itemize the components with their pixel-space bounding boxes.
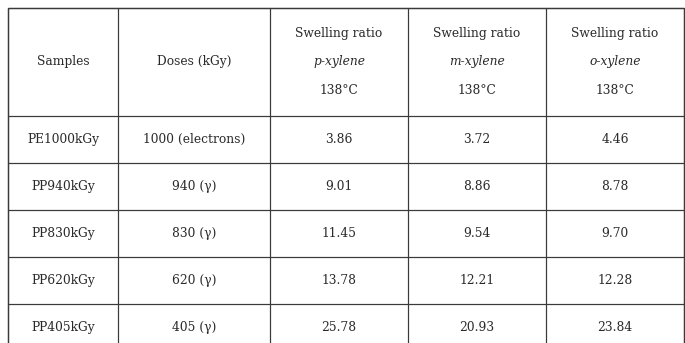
Text: PP940kGy: PP940kGy xyxy=(31,180,95,193)
Text: 13.78: 13.78 xyxy=(321,274,356,287)
Bar xyxy=(270,257,408,304)
Bar xyxy=(408,210,546,257)
Text: 138°C: 138°C xyxy=(458,84,497,97)
Text: p-xylene: p-xylene xyxy=(313,56,365,69)
Bar xyxy=(408,8,546,116)
Bar xyxy=(408,257,546,304)
Bar xyxy=(118,257,270,304)
Bar xyxy=(8,257,118,304)
Text: 20.93: 20.93 xyxy=(460,321,495,334)
Text: 620 (γ): 620 (γ) xyxy=(172,274,216,287)
Text: PP620kGy: PP620kGy xyxy=(31,274,95,287)
Text: Doses (kGy): Doses (kGy) xyxy=(157,56,232,69)
Text: 4.46: 4.46 xyxy=(601,133,629,146)
Bar xyxy=(118,304,270,343)
Text: Samples: Samples xyxy=(37,56,89,69)
Bar xyxy=(270,116,408,163)
Bar xyxy=(546,116,684,163)
Bar xyxy=(408,163,546,210)
Text: 138°C: 138°C xyxy=(596,84,634,97)
Bar xyxy=(270,210,408,257)
Bar xyxy=(8,116,118,163)
Text: PP405kGy: PP405kGy xyxy=(32,321,95,334)
Bar xyxy=(408,116,546,163)
Bar xyxy=(408,304,546,343)
Bar xyxy=(270,304,408,343)
Text: 830 (γ): 830 (γ) xyxy=(172,227,216,240)
Bar xyxy=(8,163,118,210)
Text: 23.84: 23.84 xyxy=(597,321,633,334)
Text: 138°C: 138°C xyxy=(320,84,358,97)
Text: 8.78: 8.78 xyxy=(601,180,629,193)
Bar xyxy=(8,210,118,257)
Text: Swelling ratio: Swelling ratio xyxy=(434,27,521,40)
Text: m-xylene: m-xylene xyxy=(449,56,505,69)
Text: PP830kGy: PP830kGy xyxy=(32,227,95,240)
Text: 3.72: 3.72 xyxy=(463,133,490,146)
Text: o-xylene: o-xylene xyxy=(589,56,640,69)
Text: 9.01: 9.01 xyxy=(325,180,353,193)
Text: 9.54: 9.54 xyxy=(463,227,490,240)
Text: 405 (γ): 405 (γ) xyxy=(172,321,216,334)
Bar xyxy=(270,8,408,116)
Bar xyxy=(546,163,684,210)
Bar xyxy=(118,116,270,163)
Text: 12.28: 12.28 xyxy=(597,274,633,287)
Text: 25.78: 25.78 xyxy=(321,321,357,334)
Text: 1000 (electrons): 1000 (electrons) xyxy=(142,133,245,146)
Bar xyxy=(118,210,270,257)
Text: 3.86: 3.86 xyxy=(325,133,353,146)
Bar xyxy=(546,257,684,304)
Bar xyxy=(118,8,270,116)
Bar xyxy=(546,304,684,343)
Text: 940 (γ): 940 (γ) xyxy=(172,180,216,193)
Bar xyxy=(118,163,270,210)
Bar xyxy=(8,304,118,343)
Bar xyxy=(270,163,408,210)
Text: 12.21: 12.21 xyxy=(460,274,495,287)
Text: 9.70: 9.70 xyxy=(601,227,629,240)
Text: Swelling ratio: Swelling ratio xyxy=(295,27,383,40)
Text: 8.86: 8.86 xyxy=(463,180,490,193)
Text: Swelling ratio: Swelling ratio xyxy=(571,27,658,40)
Text: 11.45: 11.45 xyxy=(321,227,356,240)
Bar xyxy=(546,210,684,257)
Bar xyxy=(546,8,684,116)
Text: PE1000kGy: PE1000kGy xyxy=(27,133,99,146)
Bar xyxy=(8,8,118,116)
